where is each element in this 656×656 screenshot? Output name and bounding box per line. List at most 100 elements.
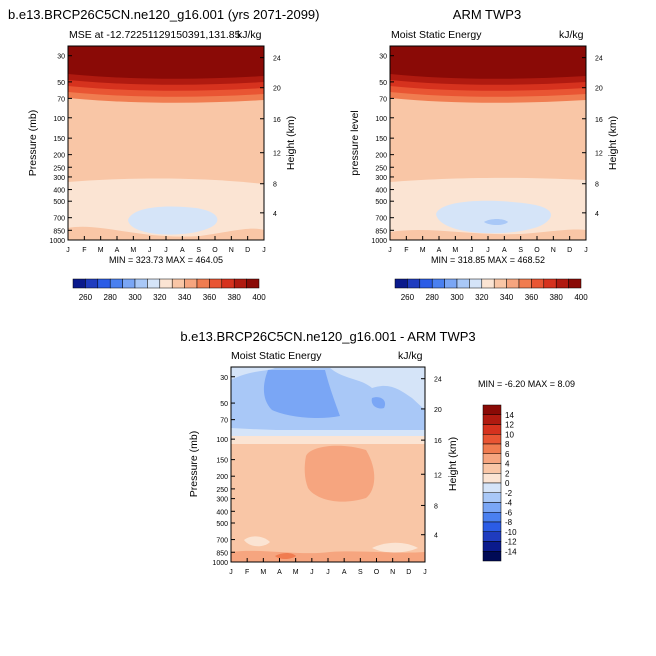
month-tick-label: A <box>502 247 507 254</box>
month-tick-label: O <box>374 569 380 576</box>
pressure-tick-label: 250 <box>375 165 387 172</box>
pressure-tick-label: 500 <box>53 199 65 206</box>
colorbar-label: 320 <box>475 293 489 302</box>
month-tick-label: D <box>245 247 250 254</box>
month-tick-label: D <box>567 247 572 254</box>
height-tick-label: 8 <box>595 182 599 189</box>
colorbar-swatch <box>482 453 502 464</box>
colorbar-label: 2 <box>505 469 510 478</box>
panel-2-ylabel: pressure level <box>349 110 361 175</box>
pressure-tick-label: 70 <box>220 418 228 425</box>
panel-2-field <box>390 46 586 240</box>
colorbar-label: -12 <box>505 538 517 547</box>
month-tick-label: J <box>229 569 233 576</box>
panel-1-ylabel: Pressure (mb) <box>27 110 39 177</box>
month-tick-label: J <box>164 247 168 254</box>
colorbar-label: -10 <box>505 528 517 537</box>
colorbar-label: -2 <box>505 489 513 498</box>
colorbar-swatch <box>482 443 502 454</box>
colorbar-swatch <box>481 278 495 289</box>
colorbar-swatch <box>482 492 502 503</box>
colorbar-label: 380 <box>228 293 242 302</box>
colorbar-swatch <box>482 502 502 513</box>
pressure-tick-label: 300 <box>375 175 387 182</box>
colorbar-panel-1: 260 280 300 320 340 360 380 400 <box>72 278 266 302</box>
height-tick-label: 8 <box>434 503 438 510</box>
pressure-tick-label: 50 <box>57 80 65 87</box>
panel-1-subtitle: MSE at -12.7225112915039​1,131.85 <box>69 29 241 41</box>
pressure-tick-label: 200 <box>216 474 228 481</box>
colorbar-swatch <box>482 521 502 532</box>
pressure-tick-label: 150 <box>375 136 387 143</box>
month-tick-label: J <box>148 247 152 254</box>
panel-2-title: ARM TWP3 <box>453 7 521 22</box>
pressure-tick-label: 300 <box>53 175 65 182</box>
month-tick-label: A <box>115 247 120 254</box>
pressure-tick-label: 700 <box>216 538 228 545</box>
month-tick-label: A <box>180 247 185 254</box>
panel-2-height-axis: 24 20 16 12 8 4 <box>582 56 603 218</box>
pressure-tick-label: 100 <box>53 116 65 123</box>
colorbar-swatch <box>394 278 408 289</box>
panel-3-band-neutral <box>231 430 425 436</box>
panel-3-strat-core <box>263 370 340 418</box>
height-tick-label: 4 <box>595 211 599 218</box>
pressure-tick-label: 500 <box>375 199 387 206</box>
panel-1-units: kJ/kg <box>237 29 262 41</box>
colorbar-swatch <box>72 278 86 289</box>
colorbar-label: 300 <box>450 293 464 302</box>
colorbar-panel-2: 260 280 300 320 340 360 380 400 <box>394 278 588 302</box>
panel-3-pressure-axis: 30 50 70 100 150 200 250 300 400 500 700 850 1000 <box>212 375 235 567</box>
colorbar-label: -6 <box>505 508 513 517</box>
month-tick-label: F <box>404 247 408 254</box>
colorbar-label: 280 <box>104 293 118 302</box>
panel-3-strat-patch <box>371 397 386 409</box>
month-tick-label: M <box>420 247 426 254</box>
colorbar-swatch <box>233 278 247 289</box>
pressure-tick-label: 850 <box>53 228 65 235</box>
colorbar-label: 340 <box>178 293 192 302</box>
colorbar-label: 400 <box>574 293 588 302</box>
panel-1-ylabel-right: Height (km) <box>285 116 297 170</box>
month-tick-label: D <box>406 569 411 576</box>
pressure-tick-label: 50 <box>379 80 387 87</box>
panel-2-cool-core <box>484 219 508 225</box>
colorbar-label: 340 <box>500 293 514 302</box>
height-tick-label: 16 <box>434 438 442 445</box>
pressure-tick-label: 300 <box>216 497 228 504</box>
pressure-tick-label: 400 <box>216 509 228 516</box>
pressure-tick-label: 250 <box>53 165 65 172</box>
colorbar-label: 14 <box>505 411 514 420</box>
month-tick-label: J <box>423 569 427 576</box>
month-tick-label: J <box>584 247 588 254</box>
panel-3-low-light-2 <box>372 542 418 553</box>
colorbar-label: 360 <box>203 293 217 302</box>
colorbar-label: 400 <box>252 293 266 302</box>
month-tick-label: N <box>390 569 395 576</box>
month-tick-label: S <box>358 569 363 576</box>
month-tick-label: F <box>245 569 249 576</box>
colorbar-swatch <box>518 278 532 289</box>
colorbar-swatch <box>482 482 502 493</box>
height-tick-label: 12 <box>595 151 603 158</box>
panel-2-band-6 <box>390 46 586 79</box>
pressure-tick-label: 200 <box>375 153 387 160</box>
month-tick-label: M <box>98 247 104 254</box>
pressure-tick-label: 100 <box>216 437 228 444</box>
colorbar-swatch <box>482 414 502 425</box>
colorbar-label: -4 <box>505 499 513 508</box>
pressure-tick-label: 700 <box>375 216 387 223</box>
colorbar-swatch <box>568 278 582 289</box>
month-tick-label: A <box>437 247 442 254</box>
pressure-tick-label: 250 <box>216 487 228 494</box>
month-tick-label: A <box>277 569 282 576</box>
height-tick-label: 24 <box>595 56 603 63</box>
pressure-tick-label: 400 <box>375 188 387 195</box>
colorbar-label: -14 <box>505 547 517 556</box>
colorbar-swatch <box>134 278 148 289</box>
colorbar-swatch <box>97 278 111 289</box>
colorbar-label: 260 <box>401 293 415 302</box>
month-tick-label: A <box>342 569 347 576</box>
